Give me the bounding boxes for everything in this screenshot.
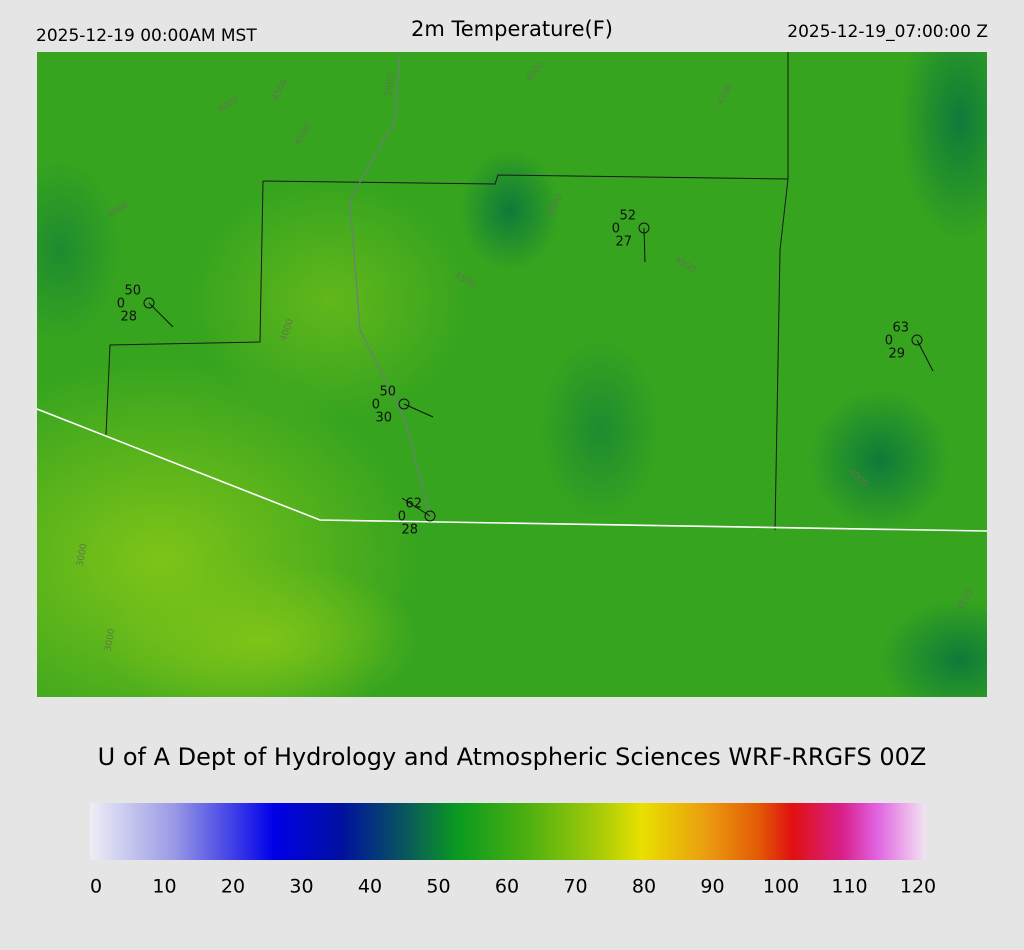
colorbar [90,803,926,860]
station-dew: 29 [888,347,905,362]
colorbar-tick-label: 80 [632,876,656,898]
station-dew: 28 [401,523,418,538]
colorbar-tick-label: 120 [900,876,936,898]
station-temp: 63 [892,321,909,336]
station-temp: 52 [619,209,636,224]
valid-local: 2025-12-19 00:00AM MST [36,26,257,46]
station-precip: 0 [398,510,406,525]
valid-utc: 2025-12-19_07:00:00 Z [787,22,988,42]
colorbar-tick-label: 50 [426,876,450,898]
station-precip: 0 [117,297,125,312]
colorbar-tick-label: 40 [358,876,382,898]
station-temp: 62 [405,497,422,512]
contour-label: 3000 [76,543,90,568]
credit: U of A Dept of Hydrology and Atmospheric… [98,743,927,771]
colorbar-tick-label: 20 [221,876,245,898]
title: 2m Temperature(F) [411,17,613,41]
colorbar-tick-label: 70 [563,876,587,898]
station-dew: 27 [615,235,632,250]
colorbar-tick-label: 110 [831,876,867,898]
wind-barb [403,403,434,418]
colorbar-tick-label: 0 [90,876,102,898]
station-precip: 0 [885,334,893,349]
contour-label: 3000 [104,628,118,653]
wind-barb [916,339,934,372]
wind-barb [643,227,646,263]
colorbar-tick-label: 30 [289,876,313,898]
station-precip: 0 [372,398,380,413]
station-dew: 30 [375,411,392,426]
station-precip: 0 [612,222,620,237]
colorbar-tick-label: 100 [763,876,799,898]
wind-barb [148,302,174,328]
colorbar-tick-label: 90 [700,876,724,898]
station-circle [143,297,155,309]
station-temp: 50 [379,385,396,400]
station-temp: 50 [124,284,141,299]
station-circle [398,398,410,410]
contour-label: 3000 [384,73,398,98]
station-circle [424,510,436,522]
colorbar-tick-label: 60 [495,876,519,898]
colorbar-tick-label: 10 [152,876,176,898]
wind-barb [401,497,431,517]
station-dew: 28 [120,310,137,325]
station-circle [911,334,923,346]
